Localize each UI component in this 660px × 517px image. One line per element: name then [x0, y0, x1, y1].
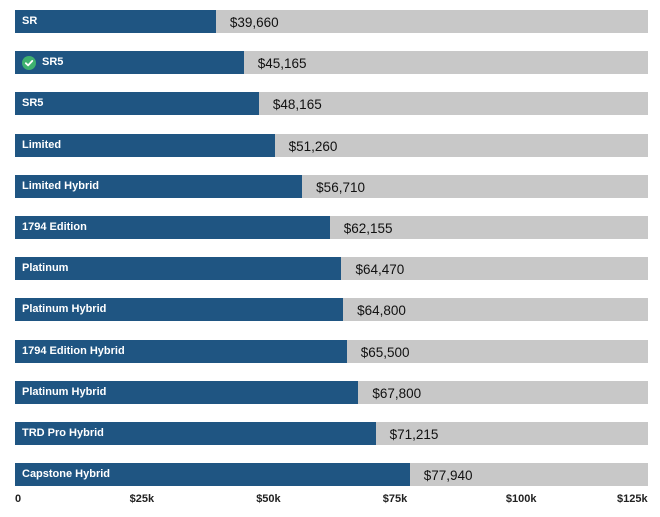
value-label: $65,500 [360, 344, 410, 360]
bar [15, 92, 259, 116]
value-label: $56,710 [316, 179, 365, 195]
x-tick-label: $100k [505, 493, 537, 505]
category-label-text: 1794 Edition [22, 221, 87, 233]
value-label: $64,800 [357, 303, 406, 319]
category-label-text: Platinum Hybrid [22, 303, 107, 316]
bar-row: Platinum Hybrid $64,800 [15, 298, 648, 322]
bar [15, 51, 244, 75]
value-label: $51,260 [288, 138, 338, 154]
category-label-text: 1794 Edition Hybrid [22, 344, 125, 357]
bar-row: Platinum $64,470 [15, 257, 648, 281]
bar [15, 298, 344, 322]
value-label: $62,155 [343, 221, 393, 236]
bar-row: 1794 Edition Hybrid $65,500 [15, 339, 648, 363]
category-label-text: Limited Hybrid [22, 179, 100, 192]
category-label: Limited [22, 134, 61, 157]
bar-row: SR5 $48,165 [15, 92, 648, 116]
bar-row: SR5 $45,165 [15, 51, 648, 75]
x-tick-label: $50k [256, 493, 281, 505]
category-label: 1794 Edition Hybrid [22, 340, 125, 363]
bar [15, 339, 347, 363]
category-label: Platinum [22, 257, 68, 280]
bar [15, 463, 410, 487]
category-label: 1794 Edition [22, 216, 87, 239]
value-label: $77,940 [423, 468, 473, 484]
category-label-text: Platinum Hybrid [22, 385, 107, 398]
value-label: $45,165 [257, 56, 307, 72]
category-label: SR [22, 10, 37, 33]
category-label: SR5 [22, 92, 43, 115]
bar [15, 10, 216, 33]
category-label: Platinum Hybrid [22, 298, 106, 321]
bar-row: TRD Pro Hybrid $71,215 [15, 422, 648, 445]
value-label: $39,660 [229, 15, 279, 30]
bar-row: Platinum Hybrid $67,800 [15, 380, 648, 404]
bar-row: Limited Hybrid $56,710 [15, 174, 648, 198]
check-circle-icon [22, 55, 36, 70]
bar-row: 1794 Edition $62,155 [15, 216, 648, 239]
x-tick-label: $75k [382, 493, 408, 505]
bar [15, 257, 342, 281]
category-label: SR5 [22, 51, 63, 74]
bar [15, 133, 275, 157]
x-tick-label: $25k [129, 493, 155, 505]
bar [15, 380, 359, 404]
bar-row: Capstone Hybrid $77,940 [15, 463, 648, 487]
bar [15, 422, 376, 445]
category-label-text: SR5 [42, 56, 64, 69]
category-label-text: Platinum [22, 262, 69, 275]
value-label: $64,470 [355, 262, 405, 278]
category-label-text: TRD Pro Hybrid [22, 427, 104, 439]
value-label: $48,165 [272, 97, 322, 113]
bar [15, 216, 330, 239]
value-label: $67,800 [372, 385, 422, 401]
value-label: $71,215 [389, 427, 439, 442]
category-label: Limited Hybrid [22, 175, 99, 198]
category-label-text: Capstone Hybrid [22, 468, 111, 481]
x-tick-label: 0 [15, 493, 22, 505]
bar-row: Limited $51,260 [15, 133, 648, 157]
category-label-text: SR5 [22, 97, 44, 110]
category-label: TRD Pro Hybrid [22, 422, 104, 445]
bar-row: SR $39,660 [15, 10, 648, 33]
category-label-text: Limited [22, 138, 62, 151]
bar [15, 174, 303, 198]
category-label-text: SR [22, 15, 38, 27]
category-label: Capstone Hybrid [22, 463, 110, 486]
x-tick-label: $125k [617, 493, 648, 505]
category-label: Platinum Hybrid [22, 381, 106, 404]
